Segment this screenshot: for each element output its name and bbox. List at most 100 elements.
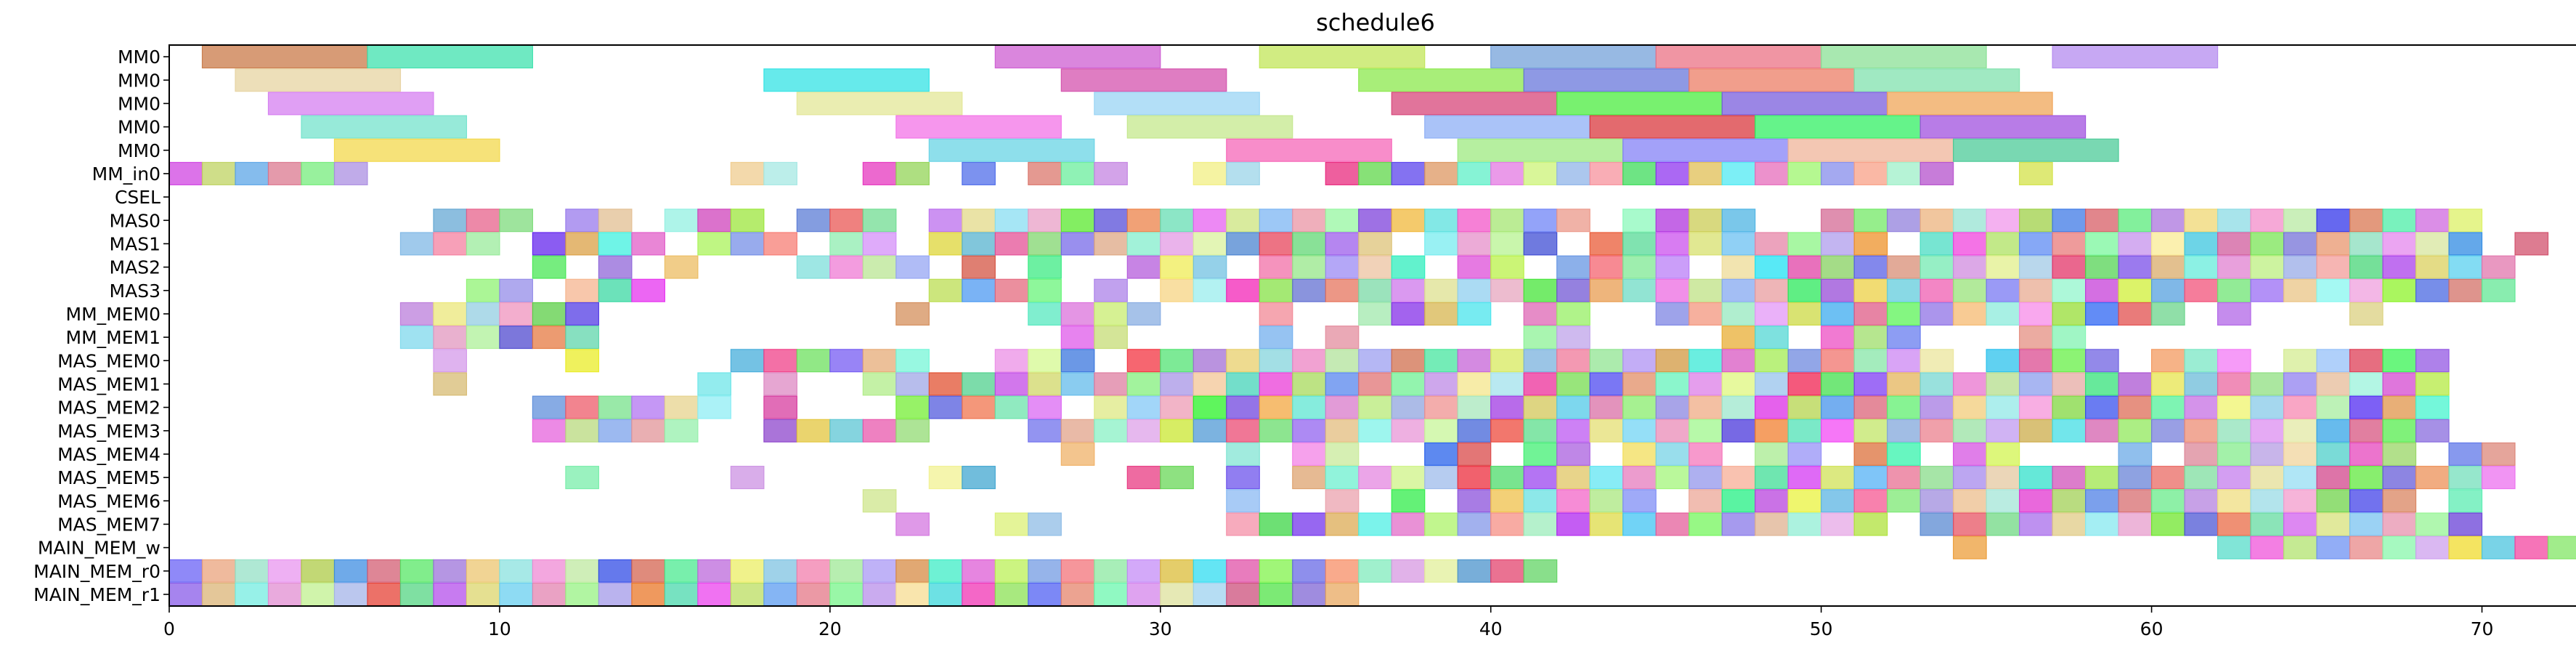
task-bar xyxy=(994,278,1029,302)
task-bar xyxy=(2184,278,2219,302)
task-bar xyxy=(2085,255,2119,279)
task-bar xyxy=(1919,489,1954,513)
task-bar xyxy=(1787,395,1822,419)
task-bar xyxy=(1887,92,2053,116)
task-bar xyxy=(1821,419,1855,443)
task-bar xyxy=(1721,161,1756,185)
task-bar xyxy=(1853,209,1888,233)
task-bar xyxy=(2118,209,2153,233)
task-bar xyxy=(598,232,633,256)
task-bar xyxy=(1358,302,1392,326)
task-bar xyxy=(2349,278,2384,302)
task-bar xyxy=(2448,278,2483,302)
task-bar xyxy=(2250,442,2285,466)
task-bar xyxy=(862,559,897,583)
task-bar xyxy=(1523,232,1558,256)
task-bar xyxy=(2019,512,2053,536)
task-bar xyxy=(1226,419,1260,443)
task-bar xyxy=(1821,489,1855,513)
task-bar xyxy=(962,209,996,233)
task-bar xyxy=(2349,349,2384,373)
task-bar xyxy=(598,255,633,279)
task-bar xyxy=(2547,536,2576,560)
task-bar xyxy=(2184,442,2219,466)
task-bar xyxy=(499,278,534,302)
task-bar xyxy=(1028,302,1062,326)
task-bar xyxy=(1391,92,1558,116)
task-bar xyxy=(1358,161,1392,185)
task-bar xyxy=(2052,278,2087,302)
task-bar xyxy=(2085,278,2119,302)
task-bar xyxy=(1226,372,1260,396)
task-bar xyxy=(1622,278,1657,302)
task-bar xyxy=(598,395,633,419)
task-bar xyxy=(2217,232,2251,256)
task-bar xyxy=(1457,278,1492,302)
task-bar xyxy=(2217,395,2251,419)
task-bar xyxy=(2316,255,2351,279)
task-bar xyxy=(1689,512,1723,536)
task-bar xyxy=(1821,302,1855,326)
task-bar xyxy=(1259,372,1293,396)
task-bar xyxy=(1292,442,1326,466)
task-bar xyxy=(2316,419,2351,443)
y-tick-label: CSEL xyxy=(115,187,161,208)
task-bar xyxy=(1160,395,1194,419)
task-bar xyxy=(2316,442,2351,466)
task-bar xyxy=(895,115,1062,139)
task-bar xyxy=(565,302,600,326)
task-bar xyxy=(598,419,633,443)
task-bar xyxy=(2250,419,2285,443)
task-bar xyxy=(664,255,699,279)
task-bar xyxy=(1358,559,1392,583)
task-bar xyxy=(895,512,930,536)
task-bar xyxy=(1853,466,1888,490)
task-bar xyxy=(1292,559,1326,583)
task-bar xyxy=(1160,232,1194,256)
task-bar xyxy=(631,232,665,256)
task-bar xyxy=(1126,559,1161,583)
task-bar xyxy=(2184,255,2219,279)
task-bar xyxy=(1589,255,1624,279)
task-bar xyxy=(697,372,731,396)
task-bar xyxy=(1853,278,1888,302)
task-bar xyxy=(1953,302,1987,326)
task-bar xyxy=(2217,372,2251,396)
task-bar xyxy=(1391,559,1426,583)
task-bar xyxy=(862,232,897,256)
task-bar xyxy=(962,278,996,302)
task-bar xyxy=(664,559,699,583)
task-bar xyxy=(1457,209,1492,233)
task-bar xyxy=(1259,302,1293,326)
task-bar xyxy=(763,68,930,92)
task-bar xyxy=(1721,209,1756,233)
task-bar xyxy=(1126,372,1161,396)
x-tick-label: 50 xyxy=(1810,618,1833,639)
task-bar xyxy=(1821,326,1855,350)
task-bar xyxy=(1953,536,1987,560)
y-tick-label: MM_in0 xyxy=(92,164,161,185)
task-bar xyxy=(1986,349,2020,373)
task-bar xyxy=(2283,489,2317,513)
task-bar xyxy=(928,209,963,233)
task-bar xyxy=(433,302,468,326)
task-bar xyxy=(1391,349,1426,373)
task-bar xyxy=(301,559,336,583)
task-bar xyxy=(565,278,600,302)
task-bar xyxy=(2019,395,2053,419)
task-bar xyxy=(1259,232,1293,256)
task-bar xyxy=(2217,442,2251,466)
task-bar xyxy=(2150,512,2185,536)
task-bar xyxy=(2349,536,2384,560)
task-bar xyxy=(2481,442,2516,466)
task-bar xyxy=(1755,232,1789,256)
task-bar xyxy=(201,582,236,606)
x-tick-label: 0 xyxy=(163,618,175,639)
task-bar xyxy=(2150,255,2185,279)
task-bar xyxy=(1226,442,1260,466)
task-bar xyxy=(2316,372,2351,396)
task-bar xyxy=(1589,489,1624,513)
task-bar xyxy=(763,419,797,443)
task-bar xyxy=(1028,395,1062,419)
task-bar xyxy=(1358,395,1392,419)
